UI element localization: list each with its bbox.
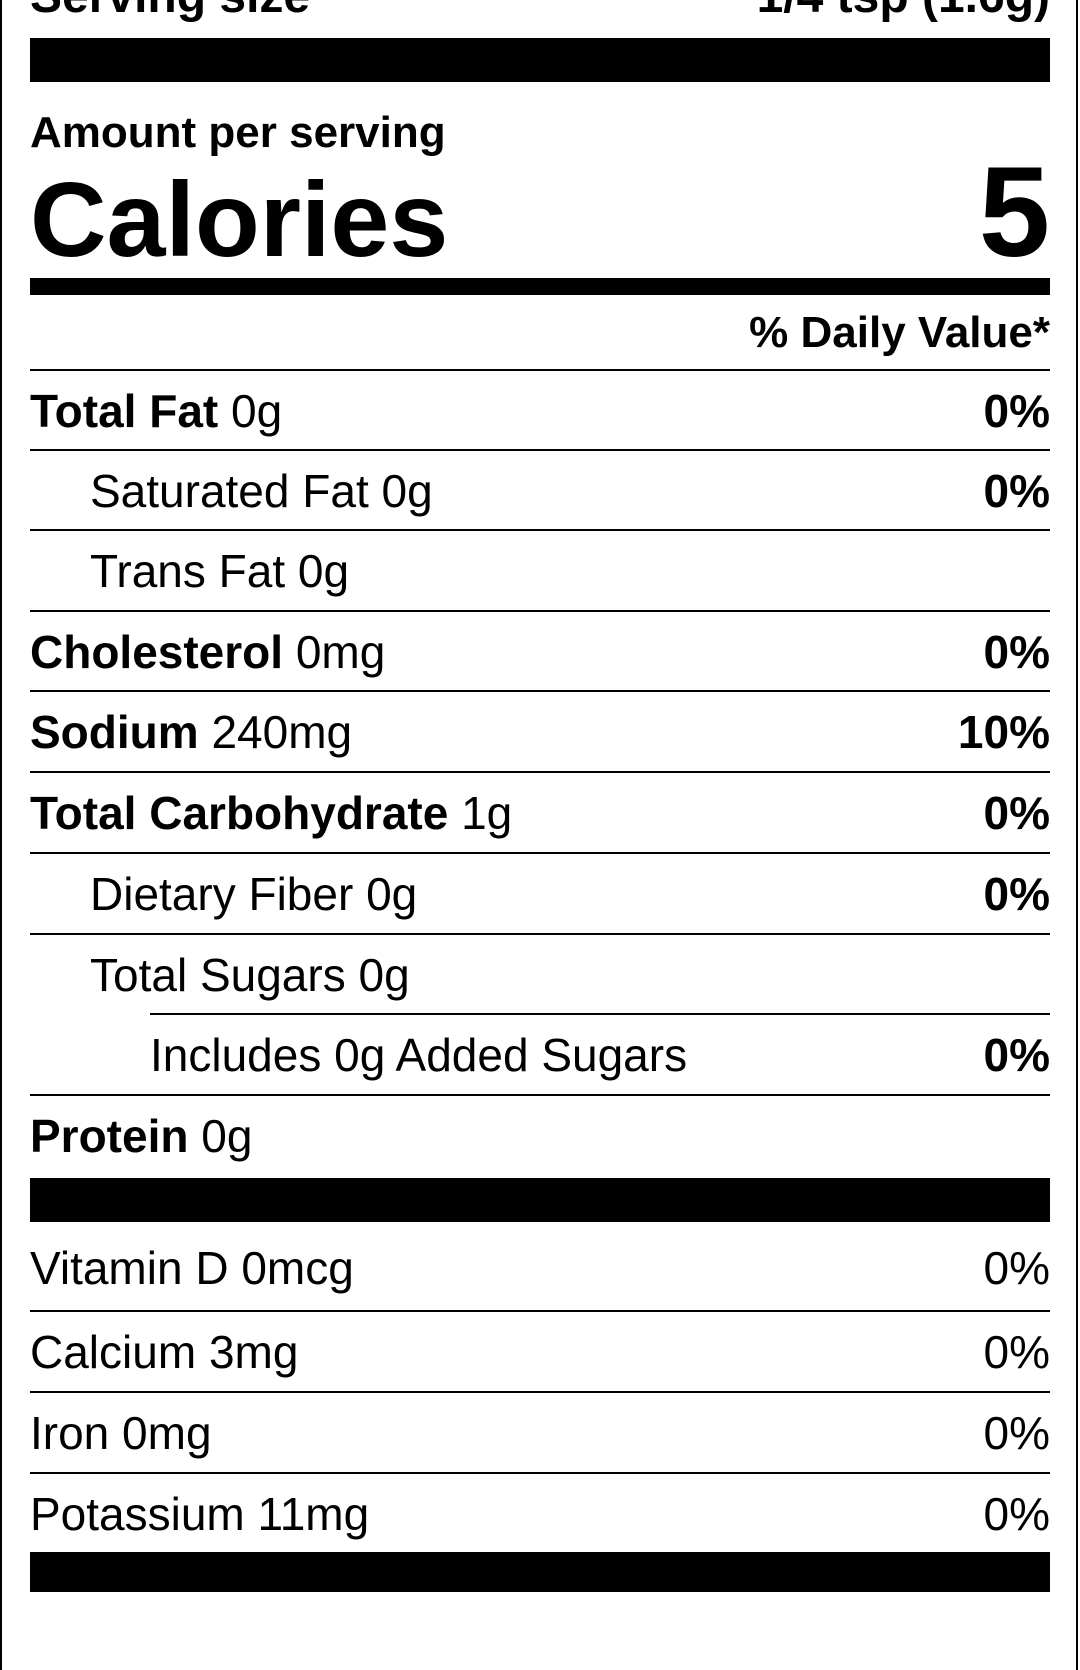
nutrient-row-sodium: Sodium 240mg 10% xyxy=(30,690,1050,772)
nutrient-row-saturated-fat: Saturated Fat 0g 0% xyxy=(30,449,1050,531)
calories-value: 5 xyxy=(978,141,1050,284)
nutrient-name: Protein xyxy=(30,1110,189,1162)
nutrient-row-protein: Protein 0g xyxy=(30,1094,1050,1176)
vitamin-name: Calcium xyxy=(30,1326,197,1378)
nutrient-dv: 0% xyxy=(983,868,1050,920)
nutrient-name: Trans Fat xyxy=(90,545,286,597)
nutrient-dv: 10% xyxy=(957,706,1050,758)
serving-size-row: Serving size 1/4 tsp (1.6g) xyxy=(30,0,1050,22)
nutrient-amount: 0g xyxy=(231,385,283,437)
vitamin-row-calcium: Calcium 3mg 0% xyxy=(30,1310,1050,1392)
nutrient-amount: 0mg xyxy=(295,626,386,678)
nutrient-amount: 0g xyxy=(201,1110,253,1162)
nutrient-row-total-carbohydrate: Total Carbohydrate 1g 0% xyxy=(30,771,1050,853)
nutrient-name: Dietary Fiber xyxy=(90,868,354,920)
nutrient-amount: 0g xyxy=(297,545,350,597)
nutrient-amount: 240mg xyxy=(211,706,353,758)
calories-label: Calories xyxy=(30,161,449,279)
nutrient-name: Total Carbohydrate xyxy=(30,787,449,839)
vitamin-name: Iron xyxy=(30,1407,110,1459)
nutrient-row-cholesterol: Cholesterol 0mg 0% xyxy=(30,610,1050,692)
nutrient-amount: 0g xyxy=(358,949,410,1001)
serving-size-value: 1/4 tsp (1.6g) xyxy=(757,0,1050,22)
thick-divider-top xyxy=(30,38,1050,82)
vitamin-row-potassium: Potassium 11mg 0% xyxy=(30,1472,1050,1554)
daily-value-header: % Daily Value* xyxy=(749,308,1050,357)
vitamin-row-vitamin-d: Vitamin D 0mcg 0% xyxy=(30,1228,1050,1308)
nutrient-name: Total Fat xyxy=(30,385,219,437)
nutrient-dv: 0% xyxy=(983,465,1050,517)
vitamin-dv: 0% xyxy=(983,1488,1050,1540)
vitamin-row-iron: Iron 0mg 0% xyxy=(30,1391,1050,1473)
nutrient-dv: 0% xyxy=(983,626,1050,678)
medium-divider xyxy=(30,278,1050,295)
nutrient-dv: 0% xyxy=(983,787,1050,839)
vitamin-amount: 11mg xyxy=(257,1488,370,1540)
thick-divider-vitamins xyxy=(30,1178,1050,1222)
nutrient-row-total-sugars: Total Sugars 0g xyxy=(30,933,1050,1015)
nutrient-name: Includes 0g Added Sugars xyxy=(150,1029,688,1081)
nutrient-dv: 0% xyxy=(983,1029,1050,1081)
vitamin-dv: 0% xyxy=(983,1407,1050,1459)
nutrient-amount: 1g xyxy=(461,787,513,839)
nutrient-name: Sodium xyxy=(30,706,199,758)
vitamin-amount: 0mg xyxy=(122,1407,212,1459)
vitamin-dv: 0% xyxy=(983,1242,1050,1294)
amount-per-serving: Amount per serving xyxy=(30,108,446,157)
vitamin-amount: 0mcg xyxy=(241,1242,354,1294)
nutrient-row-trans-fat: Trans Fat 0g xyxy=(30,529,1050,611)
nutrient-amount: 0g xyxy=(366,868,418,920)
vitamin-name: Potassium xyxy=(30,1488,245,1540)
nutrient-name: Cholesterol xyxy=(30,626,284,678)
nutrient-amount: 0g xyxy=(381,465,433,517)
nutrient-row-total-fat: Total Fat 0g 0% xyxy=(30,369,1050,451)
nutrient-row-dietary-fiber: Dietary Fiber 0g 0% xyxy=(30,852,1050,934)
thick-divider-bottom xyxy=(30,1552,1050,1592)
nutrient-name: Total Sugars xyxy=(90,949,346,1001)
vitamin-dv: 0% xyxy=(983,1326,1050,1378)
nutrient-dv: 0% xyxy=(983,385,1050,437)
vitamin-name: Vitamin D xyxy=(30,1242,229,1294)
serving-size-label: Serving size xyxy=(30,0,310,22)
nutrient-row-added-sugars: Includes 0g Added Sugars 0% xyxy=(150,1013,1050,1095)
nutrient-name: Saturated Fat xyxy=(90,465,369,517)
vitamin-amount: 3mg xyxy=(208,1326,299,1378)
